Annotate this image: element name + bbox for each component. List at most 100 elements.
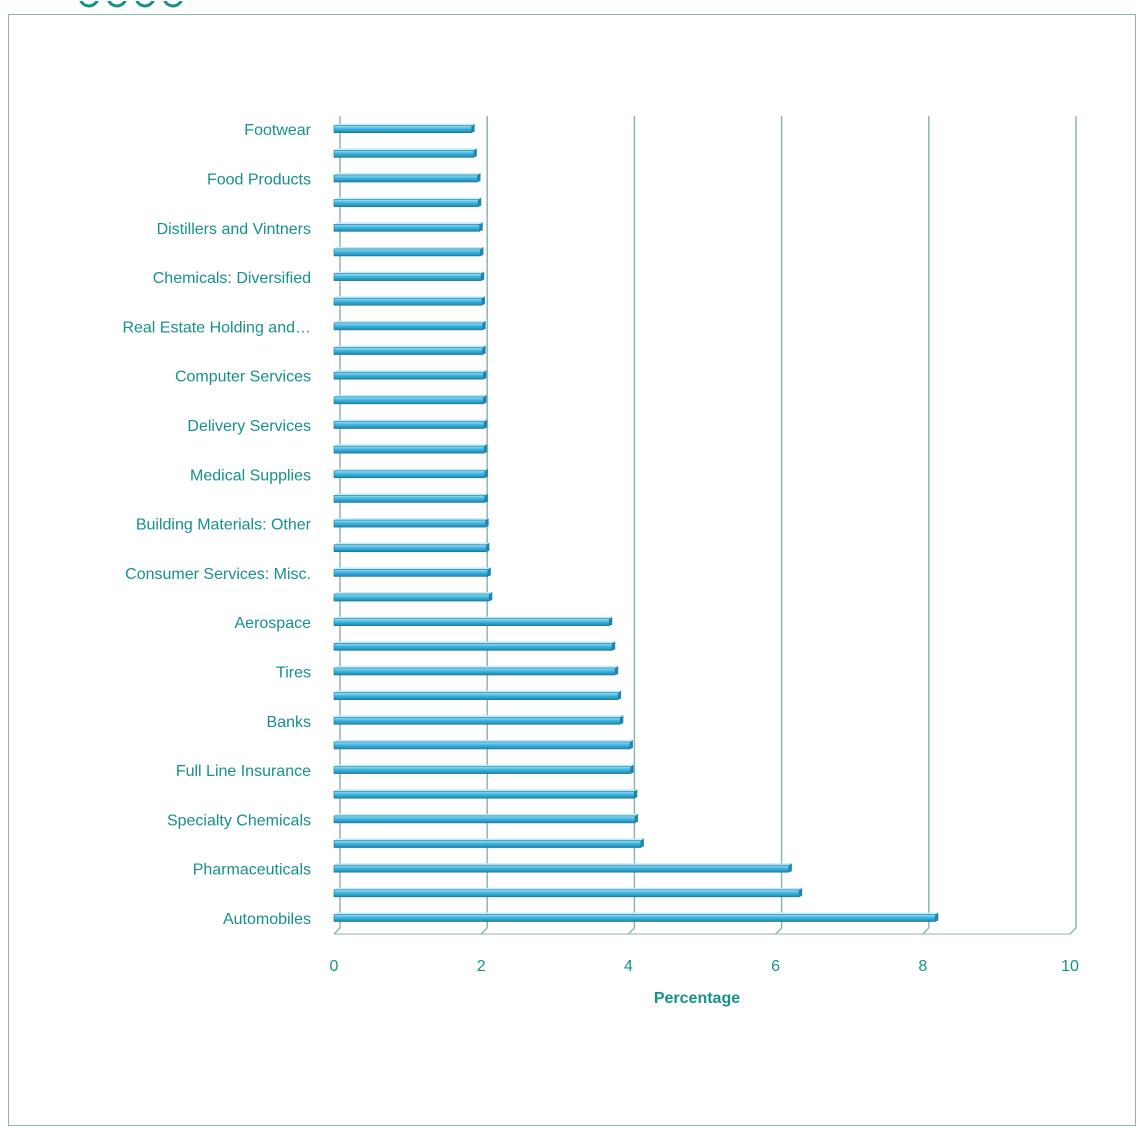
gridline-floor bbox=[1069, 927, 1077, 935]
bar-top bbox=[334, 197, 482, 200]
bar-end bbox=[480, 246, 484, 256]
bar bbox=[333, 396, 484, 405]
bar-end bbox=[484, 493, 488, 503]
bar-top bbox=[334, 123, 475, 126]
gridline-floor bbox=[627, 927, 635, 935]
bar bbox=[333, 741, 631, 750]
bar bbox=[333, 618, 610, 627]
y-tick-label: Footwear bbox=[244, 122, 311, 139]
bar bbox=[333, 692, 619, 700]
bar-top bbox=[334, 666, 619, 668]
bar bbox=[333, 445, 485, 454]
gridline-floor bbox=[775, 927, 783, 935]
bar-top bbox=[334, 148, 477, 151]
bar bbox=[333, 864, 790, 873]
gridline-floor bbox=[480, 927, 488, 935]
chart-frame bbox=[8, 1, 1136, 1126]
bar-top bbox=[334, 320, 486, 323]
bar-top bbox=[334, 542, 490, 545]
bar bbox=[333, 519, 486, 528]
bar-top bbox=[334, 789, 638, 792]
bar-end bbox=[630, 764, 634, 774]
bar bbox=[333, 125, 472, 133]
clipped-title-glyphs bbox=[79, 1, 183, 8]
bar-end bbox=[635, 813, 639, 823]
bar bbox=[333, 815, 636, 824]
x-tick-label: 10 bbox=[1061, 958, 1079, 975]
bar-end bbox=[615, 666, 619, 675]
x-tick-label: 0 bbox=[330, 958, 339, 975]
bar-end bbox=[634, 789, 638, 799]
bar-top bbox=[334, 838, 644, 841]
y-tick-label: Tires bbox=[276, 665, 311, 682]
bar-end bbox=[482, 320, 486, 330]
bar-top bbox=[334, 739, 633, 742]
bar-top bbox=[334, 887, 803, 890]
y-tick-label: Medical Supplies bbox=[190, 467, 311, 484]
gridline-floor bbox=[333, 927, 341, 935]
bar bbox=[333, 421, 485, 429]
bar-top bbox=[334, 690, 622, 693]
x-axis-title: Percentage bbox=[654, 990, 740, 1007]
bar-top bbox=[334, 271, 485, 274]
bar-top bbox=[334, 468, 488, 471]
bar bbox=[333, 248, 481, 257]
bar-top bbox=[334, 444, 488, 447]
bar-top bbox=[334, 173, 481, 175]
bar-end bbox=[484, 419, 488, 429]
bar bbox=[333, 840, 642, 848]
x-tick-label: 4 bbox=[624, 958, 633, 975]
bar-top bbox=[334, 863, 792, 866]
y-tick-label: Full Line Insurance bbox=[176, 763, 311, 780]
y-tick-label: Food Products bbox=[207, 172, 311, 189]
bar-end bbox=[485, 518, 489, 528]
bar-end bbox=[935, 912, 939, 922]
bar bbox=[333, 297, 483, 306]
bar-top bbox=[334, 518, 489, 521]
bar-top bbox=[334, 419, 488, 422]
bar-top bbox=[334, 567, 491, 570]
bar-end bbox=[484, 468, 488, 478]
bar-end bbox=[483, 394, 487, 404]
bars-layer bbox=[333, 123, 939, 922]
bar-end bbox=[481, 296, 485, 306]
y-tick-label: Chemicals: Diversified bbox=[153, 270, 311, 287]
bar-end bbox=[489, 592, 493, 602]
bar-end bbox=[620, 715, 624, 725]
bar-top bbox=[334, 715, 624, 718]
bar bbox=[333, 199, 479, 207]
bar-top bbox=[334, 345, 486, 348]
y-tick-label: Building Materials: Other bbox=[136, 517, 312, 534]
bar bbox=[333, 224, 481, 232]
bar-end bbox=[483, 370, 487, 380]
x-tick-label: 6 bbox=[771, 958, 780, 975]
bar-end bbox=[477, 173, 481, 182]
bar-top bbox=[334, 493, 488, 496]
bar-end bbox=[478, 197, 482, 207]
bar bbox=[333, 914, 936, 922]
bar bbox=[333, 174, 478, 183]
bar-end bbox=[788, 863, 792, 873]
bar bbox=[333, 495, 486, 503]
bar bbox=[333, 347, 483, 355]
bar-top bbox=[334, 641, 616, 644]
bar-end bbox=[479, 222, 483, 232]
y-tick-label: Consumer Services: Misc. bbox=[125, 566, 311, 583]
bar bbox=[333, 667, 616, 676]
bar-end bbox=[609, 616, 613, 626]
bar-top bbox=[334, 813, 639, 816]
bar-end bbox=[484, 444, 488, 454]
bar-top bbox=[334, 764, 634, 767]
y-tick-label: Banks bbox=[267, 714, 311, 731]
bar-end bbox=[486, 542, 490, 552]
bar-end bbox=[487, 567, 491, 577]
y-tick-label: Aerospace bbox=[235, 615, 312, 632]
bar bbox=[333, 716, 621, 725]
bar bbox=[333, 470, 486, 479]
bar bbox=[333, 322, 483, 331]
bar bbox=[333, 790, 635, 799]
x-tick-label: 2 bbox=[477, 958, 486, 975]
bar-end bbox=[481, 271, 485, 281]
y-tick-label: Pharmaceuticals bbox=[193, 862, 311, 879]
bar-top bbox=[334, 370, 487, 373]
